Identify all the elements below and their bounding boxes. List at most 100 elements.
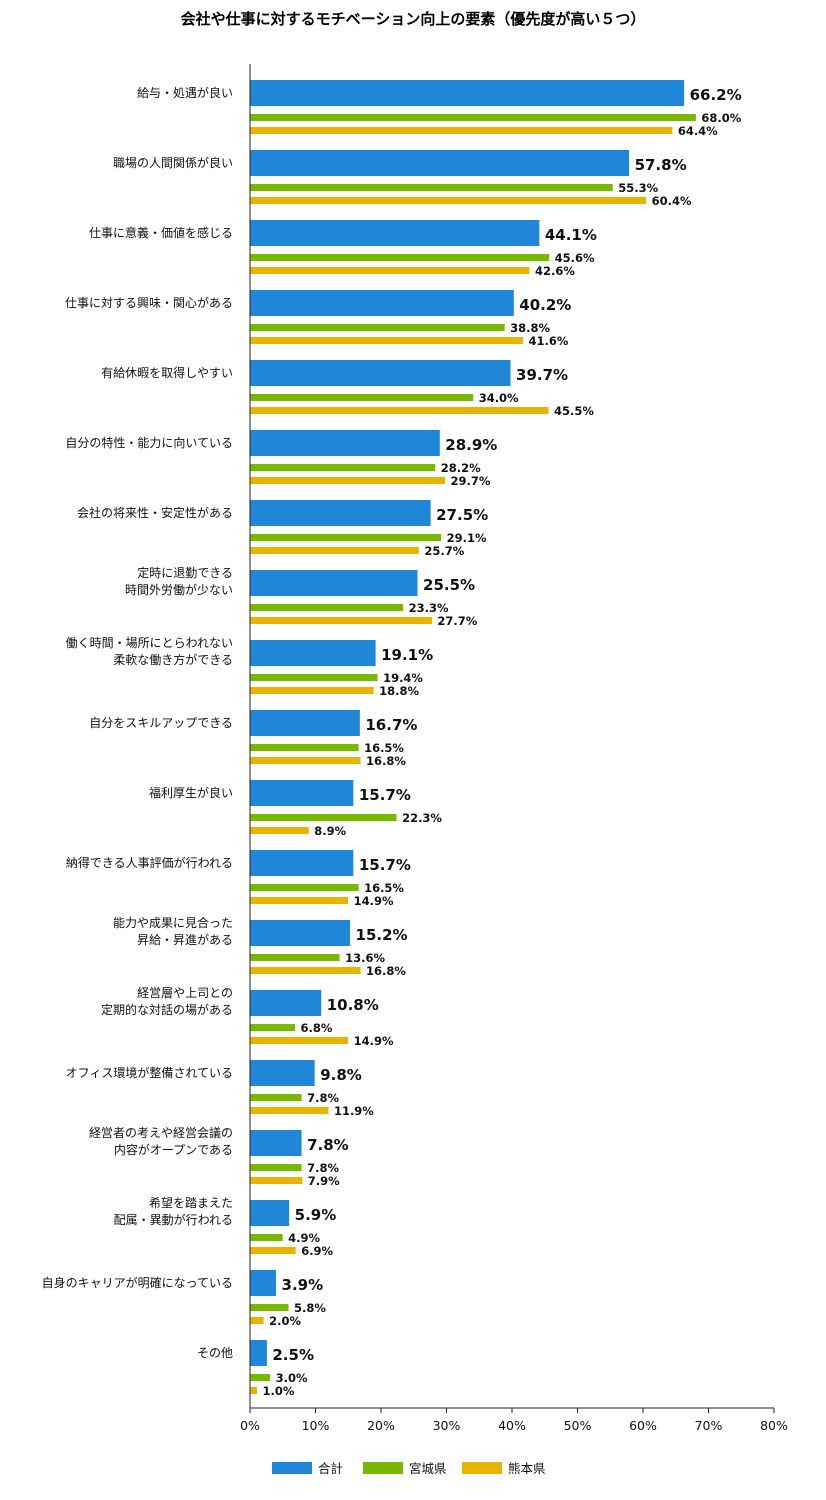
bar-熊本県	[250, 1107, 329, 1114]
category-label: オフィス環境が整備されている	[66, 1065, 233, 1080]
bar-宮城県	[250, 954, 340, 961]
category-label: 昇給・昇進がある	[137, 932, 233, 947]
bar-熊本県	[250, 407, 549, 414]
chart-title: 会社や仕事に対するモチベーション向上の要素（優先度が高い５つ）	[180, 10, 646, 28]
data-label: 7.8%	[307, 1161, 339, 1175]
bar-熊本県	[250, 1387, 258, 1394]
data-label: 42.6%	[535, 264, 575, 278]
bar-熊本県	[250, 757, 361, 764]
bar-宮城県	[250, 814, 397, 821]
bar-合計	[250, 430, 440, 456]
bar-合計	[250, 500, 431, 526]
bar-合計	[250, 920, 351, 946]
category-label: 仕事に対する興味・関心がある	[65, 295, 233, 310]
bar-宮城県	[250, 114, 696, 121]
legend-label: 合計	[318, 1461, 343, 1476]
data-label: 9.8%	[320, 1066, 362, 1084]
category-label: 福利厚生が良い	[149, 785, 233, 800]
category-label: その他	[197, 1346, 233, 1360]
category-label: 自身のキャリアが明確になっている	[42, 1275, 233, 1290]
data-label: 1.0%	[263, 1384, 295, 1398]
bar-宮城県	[250, 1024, 296, 1031]
bar-宮城県	[250, 1374, 271, 1381]
x-tick-label: 0%	[240, 1418, 260, 1433]
data-label: 3.0%	[276, 1371, 308, 1385]
data-label: 40.2%	[519, 296, 571, 314]
bar-合計	[250, 640, 376, 666]
data-label: 3.9%	[282, 1276, 324, 1294]
bar-合計	[250, 220, 540, 246]
data-label: 16.5%	[364, 881, 404, 895]
data-label: 15.7%	[359, 786, 411, 804]
bar-宮城県	[250, 184, 613, 191]
data-label: 10.8%	[327, 996, 379, 1014]
bar-熊本県	[250, 197, 647, 204]
bar-熊本県	[250, 127, 673, 134]
data-label: 7.9%	[308, 1174, 340, 1188]
data-label: 2.0%	[269, 1314, 301, 1328]
bar-宮城県	[250, 1164, 302, 1171]
category-label: 働く時間・場所にとらわれない	[66, 636, 233, 650]
category-label: 経営層や上司との	[137, 986, 233, 1000]
legend-swatch	[272, 1462, 312, 1474]
data-label: 16.8%	[366, 754, 406, 768]
bar-熊本県	[250, 967, 361, 974]
bar-宮城県	[250, 1094, 302, 1101]
data-label: 8.9%	[314, 824, 346, 838]
bar-熊本県	[250, 337, 523, 344]
data-label: 39.7%	[516, 366, 568, 384]
category-label: 仕事に意義・価値を感じる	[89, 225, 233, 240]
data-label: 22.3%	[402, 811, 442, 825]
data-label: 45.5%	[554, 404, 594, 418]
data-label: 5.9%	[295, 1206, 337, 1224]
data-label: 41.6%	[528, 334, 568, 348]
bar-熊本県	[250, 1177, 303, 1184]
bar-合計	[250, 1200, 290, 1226]
category-label: 職場の人間関係が良い	[113, 155, 233, 170]
category-label: 配属・異動が行われる	[114, 1212, 233, 1227]
bar-宮城県	[250, 884, 359, 891]
category-label: 自分をスキルアップできる	[89, 716, 233, 730]
bar-合計	[250, 360, 511, 386]
data-label: 2.5%	[272, 1346, 314, 1364]
data-label: 19.1%	[381, 646, 433, 664]
data-label: 66.2%	[690, 86, 742, 104]
bar-宮城県	[250, 534, 442, 541]
bar-熊本県	[250, 477, 446, 484]
data-label: 18.8%	[379, 684, 419, 698]
bar-合計	[250, 710, 360, 736]
x-tick-label: 70%	[695, 1418, 723, 1433]
bar-宮城県	[250, 324, 505, 331]
bar-宮城県	[250, 744, 359, 751]
category-label: 経営者の考えや経営会議の	[89, 1126, 233, 1140]
bar-合計	[250, 780, 354, 806]
data-label: 25.7%	[424, 544, 464, 558]
bar-熊本県	[250, 897, 349, 904]
category-label: 能力や成果に見合った	[113, 915, 233, 930]
bar-合計	[250, 570, 418, 596]
category-label: 会社の将来性・安定性がある	[77, 505, 233, 520]
data-label: 60.4%	[652, 194, 692, 208]
x-tick-label: 30%	[433, 1418, 461, 1433]
legend-label: 宮城県	[409, 1461, 447, 1476]
bar-合計	[250, 990, 322, 1016]
data-label: 28.2%	[441, 461, 481, 475]
data-label: 15.2%	[356, 926, 408, 944]
data-label: 29.1%	[447, 531, 487, 545]
data-label: 34.0%	[479, 391, 519, 405]
data-label: 15.7%	[359, 856, 411, 874]
category-label: 柔軟な働き方ができる	[113, 652, 233, 667]
bar-熊本県	[250, 617, 432, 624]
data-label: 6.8%	[301, 1021, 333, 1035]
bar-合計	[250, 80, 685, 106]
category-label: 有給休暇を取得しやすい	[101, 365, 233, 380]
data-label: 64.4%	[678, 124, 718, 138]
bar-宮城県	[250, 394, 474, 401]
category-label: 内容がオープンである	[114, 1142, 233, 1157]
data-label: 7.8%	[307, 1091, 339, 1105]
bar-熊本県	[250, 1317, 264, 1324]
data-label: 14.9%	[354, 1034, 394, 1048]
bar-熊本県	[250, 267, 530, 274]
x-tick-label: 60%	[629, 1418, 657, 1433]
